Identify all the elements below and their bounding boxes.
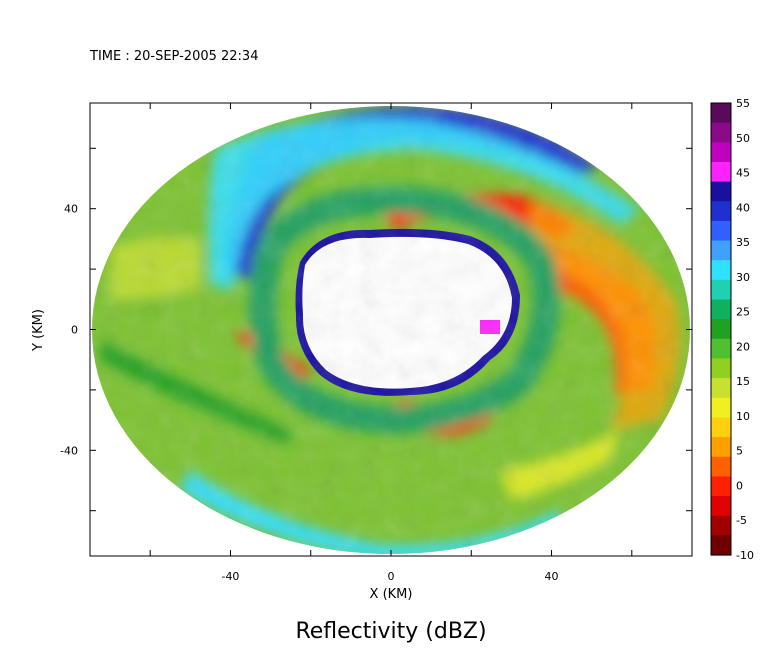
colorbar-label: 30 — [736, 271, 750, 284]
colorbar-segment — [711, 437, 731, 458]
y-axis-label: Y (KM) — [31, 309, 46, 352]
colorbar-label: 0 — [736, 479, 743, 492]
colorbar-segment — [711, 319, 731, 340]
colorbar-segment — [711, 378, 731, 399]
colorbar-label: 25 — [736, 306, 750, 319]
colorbar-segment — [711, 456, 731, 477]
colorbar-segment — [711, 535, 731, 556]
chart-title: Reflectivity (dBZ) — [295, 619, 486, 644]
colorbar-segment — [711, 496, 731, 517]
x-tick-label: 0 — [388, 570, 395, 583]
axes: -40 0 40 40 0 -40 — [60, 103, 692, 583]
colorbar-label: 55 — [736, 97, 750, 110]
x-axis-label: X (KM) — [370, 587, 413, 602]
x-tick-label: 40 — [545, 570, 559, 583]
colorbar-border — [710, 102, 732, 556]
colorbar-segment — [711, 103, 731, 124]
colorbar-segment — [711, 181, 731, 202]
time-label: TIME : 20-SEP-2005 22:34 — [89, 49, 258, 64]
colorbar-label: 50 — [736, 132, 750, 145]
colorbar-segment — [711, 220, 731, 242]
colorbar-segment — [711, 142, 731, 163]
colorbar-segment — [711, 338, 731, 360]
colorbar-segment — [711, 299, 731, 320]
colorbar-segment — [711, 417, 731, 438]
y-tick-label: 40 — [64, 203, 78, 216]
colorbar-label: -10 — [736, 549, 754, 562]
colorbar-label: 40 — [736, 201, 750, 214]
colorbar-segment — [711, 161, 731, 183]
colorbar-segment — [711, 279, 731, 301]
y-tick-label: -40 — [60, 444, 78, 457]
colorbar-segment — [711, 397, 731, 419]
colorbar-label: 5 — [736, 445, 743, 458]
colorbar-segment — [711, 240, 731, 261]
colorbar-segment — [711, 201, 731, 222]
colorbar-label: 35 — [736, 236, 750, 249]
colorbar-segment — [711, 515, 731, 536]
colorbar-segment — [711, 260, 731, 281]
colorbar-segment — [711, 122, 731, 143]
colorbar-label: 45 — [736, 167, 750, 180]
colorbar-label: 10 — [736, 410, 750, 423]
colorbar-label: -5 — [736, 514, 747, 527]
x-tick-label: -40 — [221, 570, 239, 583]
colorbar-label: 20 — [736, 340, 750, 353]
colorbar-label: 15 — [736, 375, 750, 388]
colorbar-segment — [711, 476, 731, 497]
colorbar-segment — [711, 358, 731, 379]
y-tick-label: 0 — [71, 324, 78, 337]
